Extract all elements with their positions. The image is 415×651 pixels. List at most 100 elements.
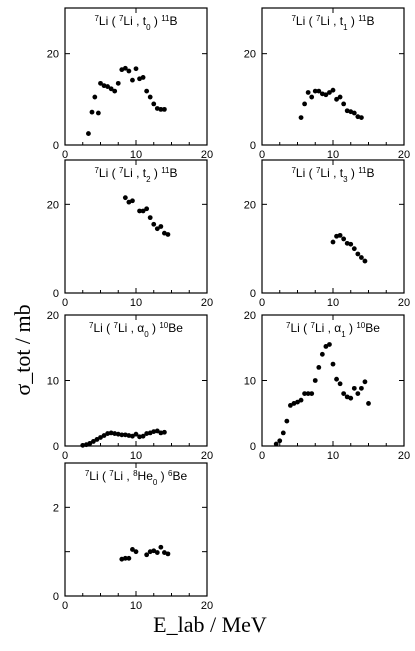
panel-title: 7Li ( 7Li , t3 ) 11B	[291, 166, 374, 184]
data-point	[119, 432, 125, 438]
panel-frame	[261, 7, 405, 146]
panel-title-part: Li ,	[114, 469, 133, 483]
panel-title-part: 7	[119, 166, 124, 175]
data-point	[130, 77, 135, 83]
data-point	[305, 391, 311, 396]
data-point	[154, 226, 160, 232]
data-point	[341, 391, 347, 396]
panel-title-part: 7	[109, 469, 114, 478]
x-tick-label: 0	[62, 450, 68, 462]
panel-title-part: )	[149, 321, 160, 335]
data-point	[126, 68, 132, 74]
data-point	[351, 110, 357, 116]
panel-title-part: Li , α	[315, 321, 341, 335]
data-point	[108, 430, 114, 436]
y-tick-label: 2	[53, 502, 59, 514]
data-point	[154, 550, 160, 555]
x-tick-label: 10	[130, 450, 142, 462]
panel-title-part: Li , t	[320, 14, 343, 28]
y-tick-label: 0	[53, 441, 59, 453]
data-point	[92, 94, 98, 100]
panel-title-part: B	[367, 166, 375, 180]
panel-title: 7Li ( 7Li , t0 ) 11B	[94, 14, 177, 32]
data-point	[348, 241, 354, 247]
panel-title-part: 0	[144, 330, 149, 339]
data-point	[122, 432, 128, 438]
data-point	[298, 115, 304, 120]
panel-title: 7Li ( 7Li , t1 ) 11B	[291, 14, 374, 32]
data-point	[130, 198, 135, 204]
data-point	[351, 246, 357, 252]
panel-title-part: Li (	[99, 166, 119, 180]
x-tick-label: 20	[398, 450, 410, 462]
data-point	[316, 88, 322, 94]
y-tick-label: 0	[250, 140, 256, 152]
panel-title-part: 11	[358, 14, 367, 23]
panel-title-part: )	[151, 166, 162, 180]
panel-title-part: B	[170, 14, 178, 28]
data-point	[112, 431, 118, 436]
data-point	[122, 65, 128, 71]
panel-title-part: 7	[94, 14, 99, 23]
x-tick-label: 20	[398, 149, 410, 161]
data-point	[337, 381, 343, 387]
data-point	[144, 206, 150, 212]
y-tick-label: 20	[244, 199, 256, 211]
y-tick-label: 10	[47, 376, 59, 388]
data-point	[133, 549, 139, 555]
x-tick-label: 20	[201, 450, 213, 462]
data-point	[330, 87, 336, 93]
panel-title-part: 0	[146, 23, 151, 32]
x-tick-label: 10	[327, 450, 339, 462]
panel-title-part: )	[151, 14, 162, 28]
data-point	[87, 440, 93, 446]
data-point	[144, 88, 150, 94]
data-point	[327, 342, 332, 347]
y-tick-label: 20	[244, 49, 256, 61]
data-point	[330, 361, 336, 367]
panel-title: 7Li ( 7Li , 8He0 ) 6Be	[85, 469, 188, 487]
x-tick-label: 10	[130, 600, 142, 612]
panel-title-part: 1	[343, 23, 348, 32]
data-point	[140, 75, 146, 80]
data-point	[112, 88, 118, 94]
data-point	[355, 251, 361, 257]
data-point	[140, 208, 146, 214]
data-point	[89, 109, 95, 115]
panel-title-part: 6	[168, 469, 173, 478]
data-point	[312, 88, 318, 94]
data-point	[158, 430, 164, 436]
x-tick-label: 0	[259, 450, 265, 462]
data-point	[165, 232, 171, 237]
data-point	[130, 433, 135, 439]
x-tick-label: 0	[62, 149, 68, 161]
panel-title-part: 7	[291, 166, 296, 175]
data-point	[348, 395, 354, 401]
panel-title-part: Li (	[93, 321, 113, 335]
panel-title: 7Li ( 7Li , α1 ) 10Be	[286, 321, 380, 339]
data-point	[334, 96, 339, 102]
data-point	[158, 544, 164, 550]
x-tick-label: 20	[398, 297, 410, 309]
x-tick-label: 10	[130, 149, 142, 161]
data-point	[91, 439, 96, 444]
data-point	[284, 418, 290, 424]
data-point	[334, 376, 339, 382]
panel-title-part: B	[170, 166, 178, 180]
panel-title-part: 7	[316, 14, 321, 23]
panel-title-part: 7	[94, 166, 99, 175]
data-point	[133, 66, 139, 72]
data-point	[144, 431, 150, 436]
y-tick-label: 20	[47, 310, 59, 322]
y-axis-label-text: σ_tot / mb	[10, 304, 35, 395]
x-tick-label: 20	[201, 297, 213, 309]
panel-title-part: Li (	[296, 14, 316, 28]
data-point	[98, 435, 103, 440]
data-point	[277, 438, 283, 444]
data-point	[359, 255, 364, 260]
y-axis-label: σ_tot / mb	[10, 304, 35, 395]
data-point	[98, 80, 103, 86]
